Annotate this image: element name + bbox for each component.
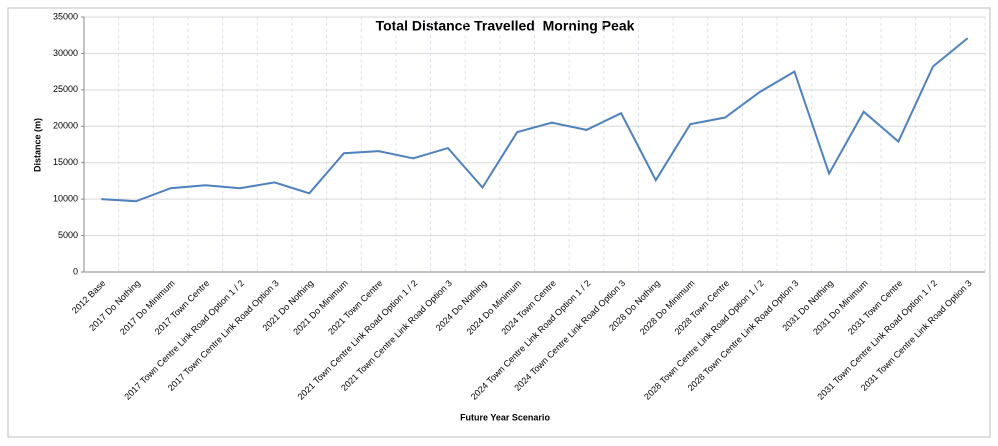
y-tick-label: 35000 <box>53 11 78 21</box>
y-tick-label: 20000 <box>53 121 78 131</box>
x-axis-title: Future Year Scenario <box>460 412 550 422</box>
chart-title: Total Distance Travelled Morning Peak <box>376 18 635 34</box>
y-tick-label: 15000 <box>53 157 78 167</box>
data-line <box>101 37 969 203</box>
y-tick-label: 5000 <box>58 230 78 240</box>
y-tick-label: 30000 <box>53 48 78 58</box>
y-axis-title: Distance (m) <box>32 118 42 172</box>
y-tick-label: 10000 <box>53 194 78 204</box>
chart-frame <box>7 7 991 438</box>
y-tick-label: 25000 <box>53 84 78 94</box>
y-tick-label: 0 <box>73 266 78 276</box>
